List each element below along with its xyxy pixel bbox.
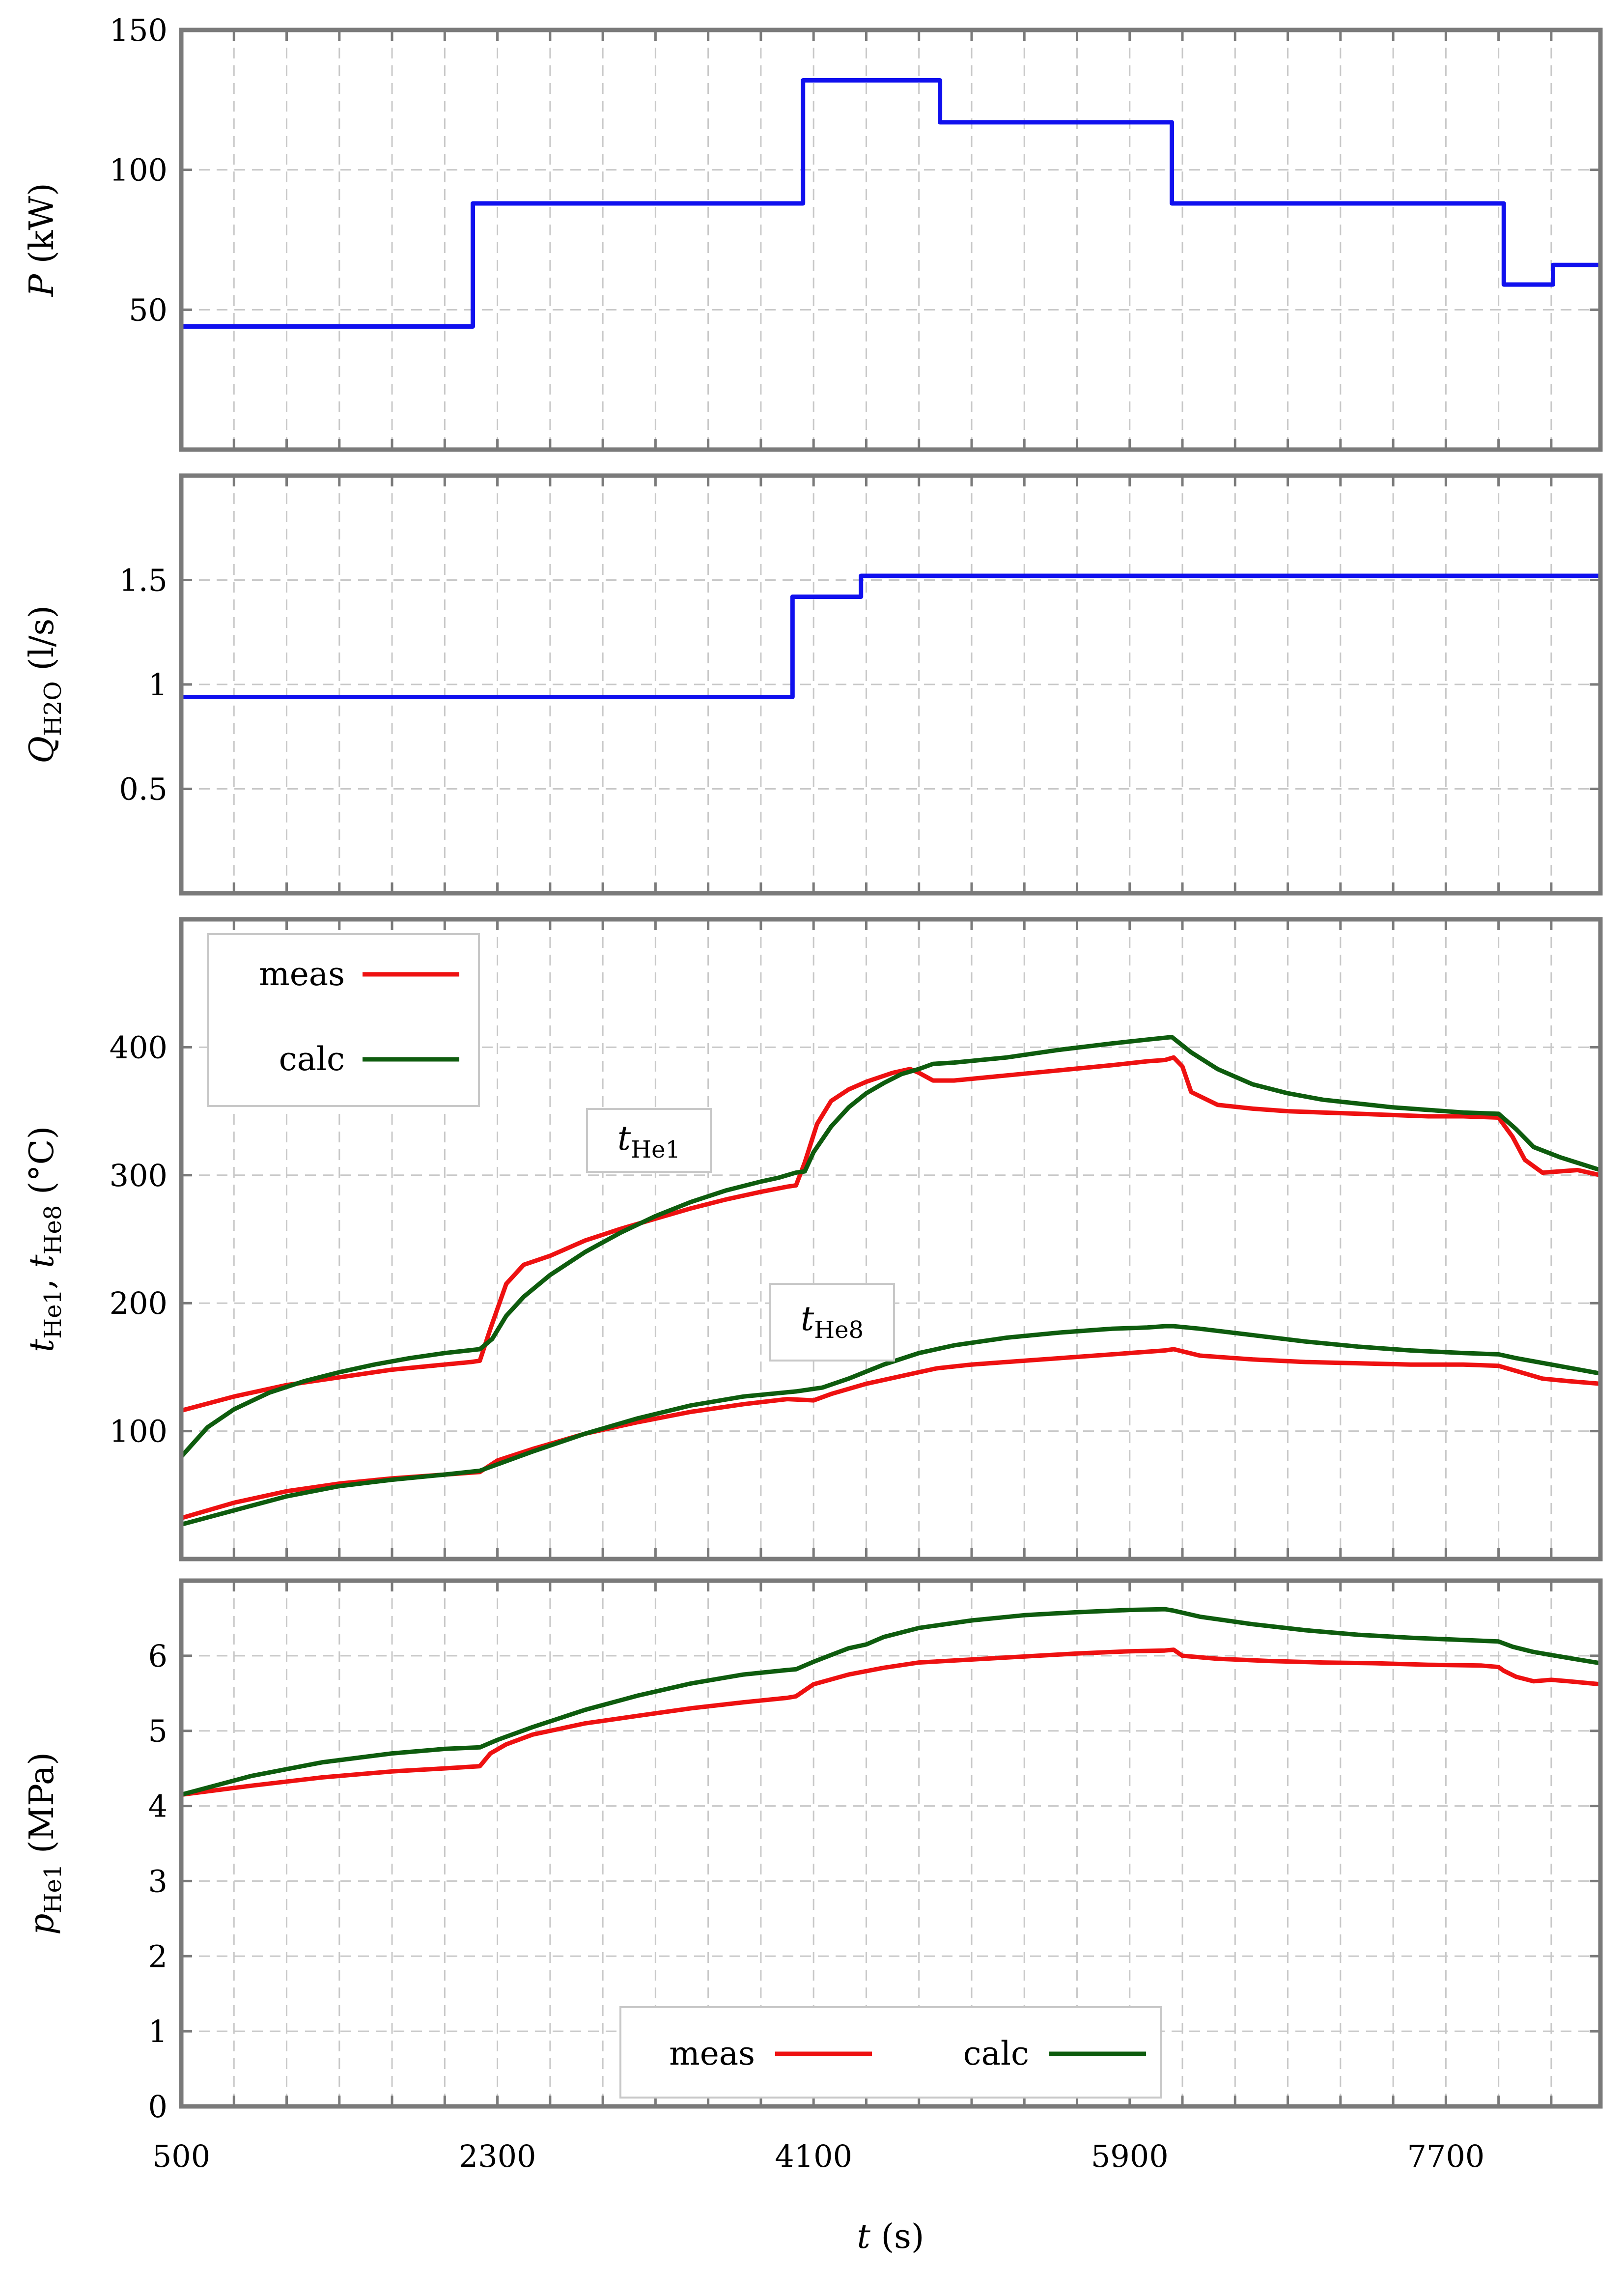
- power-y-tick-label: 150: [110, 12, 168, 48]
- pressure-y-tick-labels: 0 1 2 3 4 5 6: [148, 1638, 168, 2125]
- temperature-y-axis-label: tHe1, tHe8 (°C): [23, 1126, 67, 1352]
- pressure-legend-calc-label: calc: [963, 2035, 1029, 2072]
- pressure-legend-meas-label: meas: [669, 2035, 755, 2072]
- p-he1-calc-line: [180, 1607, 1601, 1797]
- t-he8-annotation-box: [769, 1283, 895, 1362]
- p-he1-meas-line: [181, 1647, 1601, 1797]
- flow-grid: [181, 476, 1600, 893]
- power-y-axis-label: P (kW): [23, 183, 61, 298]
- t-he1-calc-line: [179, 1035, 1601, 1458]
- t-he8-annotation-label: tHe8: [801, 1300, 864, 1344]
- t-he1-annotation-box: [586, 1108, 712, 1173]
- flow-plot-frame: [179, 473, 1603, 896]
- t-he1-annotation: tHe1: [586, 1108, 712, 1173]
- temperature-legend-calc-label: calc: [279, 1040, 345, 1078]
- x-tick-label: 5900: [1091, 2138, 1169, 2174]
- flow-y-tick-label: 1.5: [119, 563, 168, 598]
- pressure-y-tick-label: 1: [148, 2014, 168, 2049]
- temperature-panel: 100 200 300 400 tHe1, tHe8 (°C) meas calc t…: [23, 917, 1603, 1561]
- power-series-line: [181, 78, 1600, 329]
- flow-y-tick-label: 1: [148, 667, 168, 703]
- t-he1-annotation-label: tHe1: [617, 1119, 680, 1163]
- pressure-y-tick-label: 3: [148, 1863, 168, 1899]
- temp-y-tick-label: 100: [110, 1414, 168, 1449]
- temperature-legend-meas-label: meas: [259, 955, 345, 993]
- power-plot-frame: [179, 28, 1603, 452]
- x-tick-label: 7700: [1407, 2138, 1484, 2174]
- temperature-legend: meas calc: [207, 933, 480, 1107]
- power-ticks: [181, 28, 1600, 450]
- power-y-tick-labels: 50 100 150: [110, 12, 168, 328]
- pressure-y-tick-label: 2: [148, 1938, 168, 1974]
- pressure-y-tick-label: 4: [148, 1788, 168, 1824]
- temperature-legend-box: [207, 933, 480, 1107]
- pressure-y-axis-label: pHe1 (MPa): [23, 1752, 67, 1935]
- power-y-tick-label: 50: [129, 292, 168, 328]
- x-tick-label: 4100: [775, 2138, 852, 2174]
- power-panel: 50 100 150 P (kW): [23, 12, 1603, 452]
- power-grid: [181, 29, 1600, 450]
- flow-y-tick-label: 0.5: [119, 771, 168, 807]
- pressure-y-tick-label: 5: [148, 1713, 168, 1749]
- x-tick-labels: 500 2300 4100 5900 7700: [152, 2138, 1484, 2174]
- flow-y-tick-labels: 0.5 1 1.5: [119, 563, 168, 807]
- t-he8-calc-line: [180, 1324, 1601, 1527]
- flow-panel: 0.5 1 1.5 QH2O (l/s): [23, 473, 1603, 896]
- pressure-plot-frame: [179, 1578, 1603, 2109]
- temperature-plot-frame: [179, 917, 1603, 1561]
- temp-y-tick-label: 400: [110, 1029, 168, 1065]
- pressure-legend: meas calc: [619, 2006, 1162, 2099]
- temp-y-tick-label: 300: [110, 1158, 168, 1193]
- x-tick-label: 500: [152, 2138, 210, 2174]
- t-he8-meas-line: [180, 1347, 1601, 1521]
- pressure-panel: 0 1 2 3 4 5 6 pHe1 (MPa) meas calc: [23, 1578, 1603, 2125]
- x-tick-label: 2300: [459, 2138, 536, 2174]
- pressure-y-tick-label: 6: [148, 1638, 168, 1674]
- flow-series-line: [181, 573, 1600, 699]
- t-he1-meas-line: [180, 1055, 1601, 1413]
- pressure-y-tick-label: 0: [148, 2089, 168, 2125]
- temp-y-tick-label: 200: [110, 1285, 168, 1321]
- x-axis-label: t (s): [857, 2217, 924, 2256]
- temperature-y-tick-labels: 100 200 300 400: [110, 1029, 168, 1449]
- flow-y-axis-label: QH2O (l/s): [23, 605, 67, 764]
- power-y-tick-label: 100: [110, 152, 168, 188]
- t-he8-annotation: tHe8: [769, 1283, 895, 1362]
